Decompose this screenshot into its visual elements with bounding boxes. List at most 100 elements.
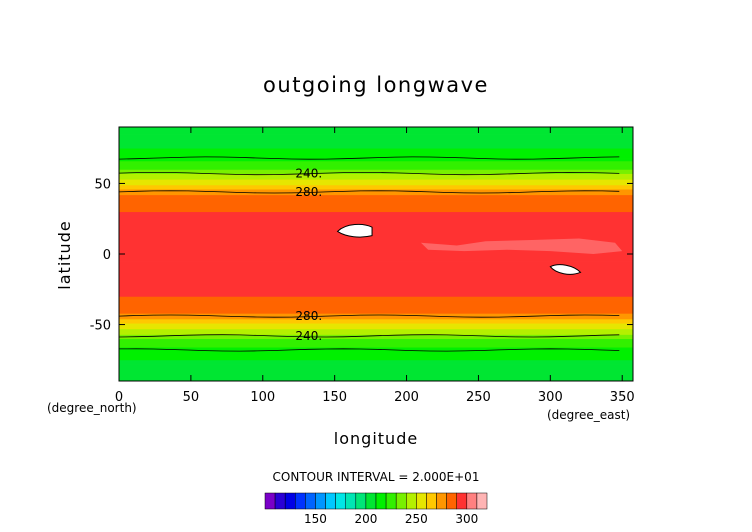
heatmap-cell (119, 152, 633, 155)
heatmap-cell (119, 141, 633, 143)
heatmap-cell (119, 300, 633, 303)
heatmap-cell (119, 246, 633, 249)
heatmap-cell (119, 200, 633, 203)
heatmap-cell (119, 180, 633, 183)
heatmap-cell (119, 316, 633, 318)
heatmap-cell (119, 143, 633, 146)
colorbar-cell (325, 492, 336, 510)
heatmap-cell (119, 290, 633, 293)
heatmap-cell (119, 344, 633, 347)
contour-label: 280. (295, 309, 322, 323)
heatmap-cell (119, 145, 633, 148)
y-tick-label: 50 (94, 177, 111, 192)
heatmap-cell (119, 189, 633, 191)
heatmap-cell (119, 301, 633, 304)
heatmap-cell (119, 238, 633, 241)
colorbar-cell (274, 492, 286, 510)
heatmap-cell (119, 211, 633, 214)
heatmap-cell (119, 158, 633, 160)
heatmap-cell (119, 379, 633, 382)
heatmap-cell (119, 369, 633, 372)
y-tick-label: 0 (103, 248, 111, 263)
heatmap-cell (119, 198, 633, 201)
heatmap-cell (119, 314, 633, 317)
contour-features (336, 223, 623, 275)
heatmap-cell (119, 179, 633, 182)
heatmap-cell (119, 135, 633, 138)
heatmap-cell (119, 355, 633, 358)
colorbar-cell (315, 492, 326, 510)
heatmap-bands (119, 127, 633, 382)
heatmap-cell (119, 299, 633, 301)
heatmap-cell (119, 321, 633, 324)
heatmap-cell (119, 162, 633, 165)
heatmap-cell (119, 289, 633, 292)
heatmap-cell (119, 357, 633, 359)
contour-line (118, 334, 620, 338)
heatmap-cell (119, 285, 633, 287)
heatmap-cell (119, 296, 633, 299)
heatmap-cell (119, 230, 633, 232)
heatmap-cell (119, 173, 633, 176)
heatmap-cell (119, 358, 633, 361)
heatmap-cell (119, 131, 633, 134)
heatmap-cell (119, 155, 633, 158)
contour-label: 280. (295, 185, 322, 199)
heatmap-cell (119, 275, 633, 277)
heatmap-cell (119, 172, 633, 174)
x-tick-label: 150 (322, 390, 347, 405)
contour-line (118, 190, 620, 194)
heatmap-cell (119, 318, 633, 321)
heatmap-cell (119, 234, 633, 237)
contour-lines (118, 156, 620, 352)
heatmap-cell (119, 371, 633, 373)
heatmap-cell (119, 174, 633, 177)
heatmap-cell (119, 327, 633, 330)
contour-line (118, 314, 620, 318)
x-tick-label: 300 (538, 390, 563, 405)
heatmap-cell (119, 191, 633, 194)
heatmap-cell (119, 378, 633, 380)
heatmap-cell (119, 224, 633, 227)
heatmap-cell (119, 330, 633, 333)
contour-label: 240. (295, 329, 322, 343)
y-unit-label: (degree_north) (47, 401, 137, 415)
heatmap-cell (119, 331, 633, 334)
heatmap-cell (119, 142, 633, 145)
heatmap-cell (119, 354, 633, 356)
contour-label: 240. (295, 167, 322, 181)
colorbar-cell (476, 492, 488, 510)
heatmap-cell (119, 272, 633, 275)
heatmap-cell (119, 373, 633, 376)
heatmap-cell (119, 149, 633, 152)
heatmap-cell (119, 258, 633, 261)
colorbar-cell (345, 492, 357, 510)
heatmap-cell (119, 183, 633, 186)
contour-line (118, 156, 620, 160)
contour-labels: 240. 280. 280. 240. (295, 167, 322, 343)
heatmap-cell (119, 244, 633, 246)
colorbar-cell (456, 492, 468, 510)
heatmap-cell (119, 320, 633, 323)
heatmap-cell (119, 351, 633, 354)
colorbar-cell (446, 492, 457, 510)
heatmap-cell (119, 280, 633, 283)
chart-title: outgoing longwave (263, 73, 489, 97)
x-tick-label: 200 (394, 390, 419, 405)
heatmap-cell (119, 165, 633, 167)
heatmap-cell (119, 313, 633, 316)
cold-pocket (549, 264, 582, 275)
heatmap-cell (119, 283, 633, 286)
heatmap-cell (119, 254, 633, 256)
heatmap-cell (119, 210, 633, 213)
heatmap-cell (119, 128, 633, 131)
heatmap-cell (119, 207, 633, 210)
heatmap-cell (119, 265, 633, 268)
heatmap-cell (119, 146, 633, 149)
warm-patch (420, 238, 623, 254)
heatmap-cell (119, 252, 633, 255)
heatmap-cell (119, 193, 633, 196)
heatmap-cell (119, 208, 633, 211)
heatmap-cell (119, 279, 633, 282)
